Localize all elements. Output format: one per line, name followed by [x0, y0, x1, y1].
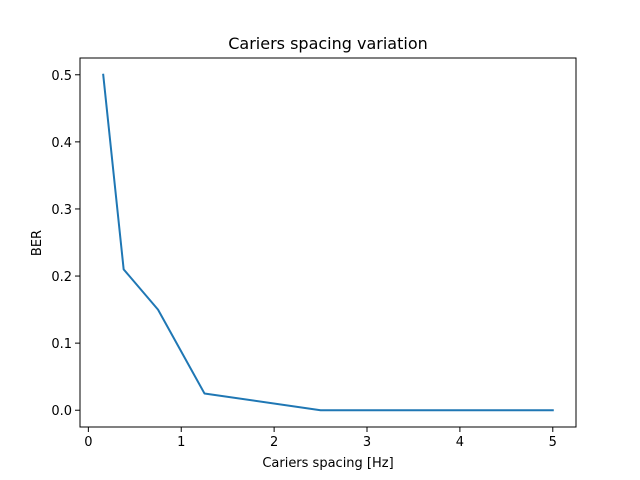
x-axis-label: Cariers spacing [Hz]: [262, 456, 393, 471]
chart-title: Cariers spacing variation: [228, 34, 428, 53]
x-tick-label: 2: [270, 435, 278, 450]
x-tick-label: 4: [456, 435, 464, 450]
y-tick-label: 0.1: [51, 337, 72, 352]
y-tick-label: 0.4: [51, 136, 72, 151]
plot-frame: [79, 57, 577, 428]
x-axis-ticks: 0 1 2 3 4 5: [84, 427, 557, 450]
y-tick-label: 0.5: [51, 69, 72, 84]
y-tick-label: 0.2: [51, 270, 72, 285]
x-tick-label: 1: [177, 435, 185, 450]
y-axis-ticks: 0.0 0.1 0.2 0.3 0.4 0.5: [51, 69, 80, 419]
x-tick-label: 3: [363, 435, 371, 450]
y-tick-label: 0.0: [51, 404, 72, 419]
y-tick-label: 0.3: [51, 203, 72, 218]
y-axis-label: BER: [30, 230, 45, 256]
series-line-0: [102, 73, 554, 412]
x-tick-label: 0: [84, 435, 92, 450]
x-tick-label: 5: [549, 435, 557, 450]
plot-content: [102, 73, 554, 412]
